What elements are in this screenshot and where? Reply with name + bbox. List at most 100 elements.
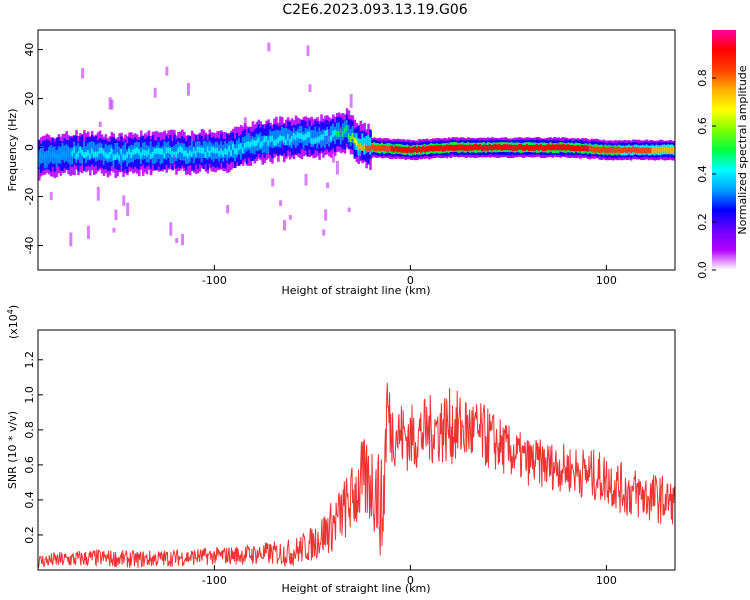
heatmap-cell (155, 147, 159, 154)
heatmap-cell (388, 145, 392, 152)
heatmap-cell (241, 147, 245, 154)
heatmap-cell (620, 147, 623, 154)
heatmap-cell (626, 147, 629, 154)
heatmap-cell (671, 147, 674, 154)
heatmap-cell (249, 141, 253, 148)
snr-multiplier-close: ) (7, 305, 20, 309)
spectrogram-ytick-label: -20 (23, 188, 36, 206)
heatmap-cell (245, 141, 249, 148)
heatmap-cell (645, 147, 649, 154)
heatmap-cell (665, 146, 668, 153)
heatmap-cell (375, 145, 378, 152)
heatmap-cell (651, 147, 655, 154)
heatmap-speckle (49, 191, 53, 201)
heatmap-cell (186, 152, 190, 159)
heatmap-cell (592, 146, 596, 153)
heatmap-cell (637, 147, 641, 154)
heatmap-cell (343, 127, 347, 134)
colorbar-gradient (712, 30, 736, 270)
heatmap-cell (510, 144, 513, 151)
heatmap-cell (81, 149, 84, 156)
heatmap-cell (600, 146, 604, 153)
heatmap-speckle (226, 205, 230, 214)
heatmap-cell (128, 146, 131, 164)
heatmap-cell (298, 133, 302, 139)
heatmap-cell (657, 147, 660, 154)
heatmap-cell (492, 144, 496, 151)
heatmap-cell (528, 145, 531, 152)
spectrogram-heatmap (38, 42, 675, 247)
heatmap-cell (482, 144, 486, 151)
heatmap-cell (55, 153, 59, 160)
heatmap-cell (194, 150, 198, 157)
heatmap-cell (185, 150, 188, 157)
heatmap-cell (161, 148, 165, 155)
heatmap-cell (361, 144, 364, 151)
heatmap-cell (122, 145, 125, 163)
page-title: C2E6.2023.093.13.19.G06 (282, 2, 468, 18)
heatmap-cell (263, 136, 266, 143)
heatmap-cell (643, 147, 647, 154)
heatmap-cell (234, 148, 237, 155)
heatmap-cell (281, 135, 284, 142)
heatmap-cell (512, 145, 515, 152)
heatmap-cell (412, 146, 415, 153)
heatmap-cell (283, 136, 286, 143)
heatmap-cell (183, 150, 186, 157)
heatmap-cell (394, 145, 398, 152)
heatmap-cell (537, 145, 541, 151)
heatmap-cell (122, 154, 125, 160)
heatmap-cell (551, 144, 555, 151)
heatmap-cell (230, 150, 233, 156)
heatmap-cell (222, 151, 225, 157)
heatmap-cell (335, 130, 339, 137)
heatmap-speckle (271, 178, 275, 187)
spectrogram-ytick-label: 40 (23, 43, 36, 57)
heatmap-cell (330, 126, 333, 144)
heatmap-speckle (98, 121, 102, 128)
heatmap-cell (139, 152, 143, 159)
heatmap-cell (561, 144, 564, 151)
heatmap-cell (337, 122, 341, 140)
heatmap-speckle (306, 45, 310, 57)
heatmap-cell (445, 144, 449, 151)
heatmap-cell (529, 144, 533, 151)
snr-ytick-label: 0.6 (23, 456, 36, 474)
heatmap-speckle (69, 232, 73, 247)
heatmap-cell (65, 143, 68, 161)
heatmap-cell (98, 147, 102, 154)
heatmap-cell (75, 153, 78, 160)
snr-multiplier: (x104) (6, 305, 20, 339)
heatmap-cell (443, 145, 447, 152)
heatmap-cell (88, 141, 92, 159)
heatmap-cell (424, 146, 427, 153)
heatmap-cell (471, 144, 474, 151)
colorbar: 0.0 0.2 0.4 0.6 0.8 Normalized spectral ampl… (696, 30, 749, 279)
heatmap-cell (314, 137, 317, 144)
heatmap-cell (212, 144, 215, 162)
heatmap-cell (339, 127, 343, 145)
heatmap-cell (480, 145, 484, 152)
heatmap-cell (420, 147, 423, 154)
heatmap-cell (296, 132, 300, 138)
heatmap-speckle (359, 150, 363, 162)
snr-multiplier-exp: 4 (6, 309, 15, 314)
heatmap-cell (392, 146, 396, 153)
heatmap-cell (83, 141, 86, 159)
heatmap-cell (618, 146, 621, 153)
heatmap-cell (124, 154, 127, 161)
heatmap-cell (292, 132, 296, 139)
heatmap-cell (567, 144, 570, 151)
heatmap-cell (200, 147, 204, 154)
heatmap-cell (51, 151, 55, 157)
heatmap-cell (580, 145, 584, 152)
heatmap-cell (126, 149, 129, 167)
heatmap-speckle (110, 99, 114, 110)
heatmap-cell (159, 148, 163, 155)
heatmap-cell (318, 127, 321, 145)
heatmap-cell (94, 151, 98, 158)
heatmap-speckle (153, 87, 157, 98)
heatmap-cell (435, 145, 439, 151)
heatmap-cell (247, 141, 251, 148)
heatmap-speckle (122, 195, 126, 206)
